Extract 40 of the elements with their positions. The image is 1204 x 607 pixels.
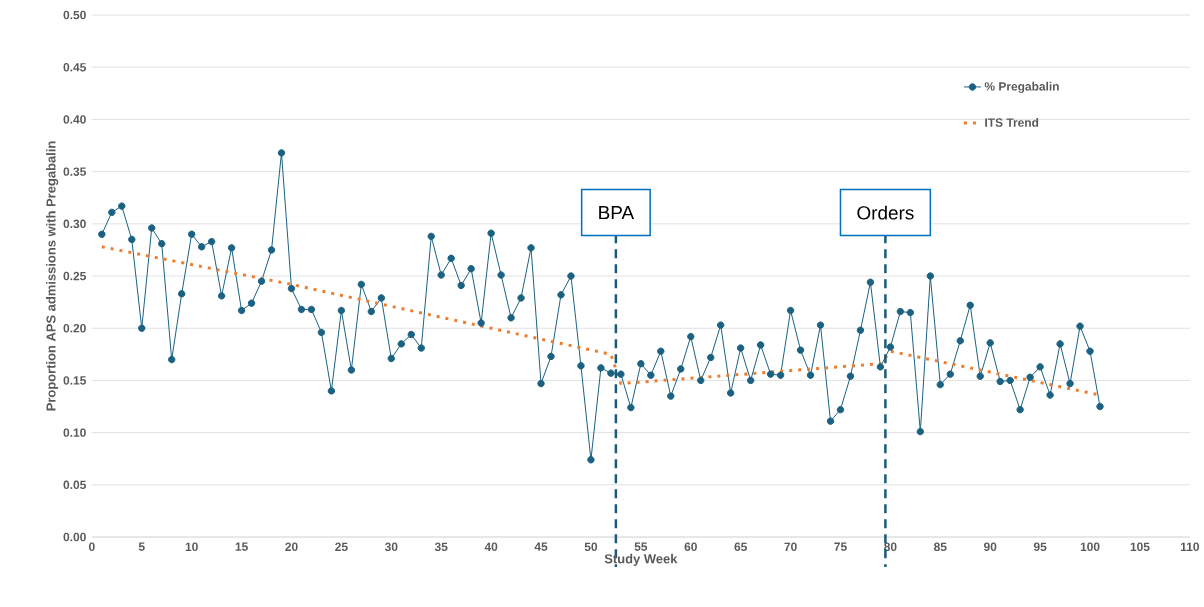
- x-tick-label: 25: [335, 542, 348, 552]
- x-tick-label: 65: [734, 542, 747, 552]
- y-tick-label: 0.00: [63, 532, 86, 542]
- x-tick-label: 45: [534, 542, 548, 551]
- y-tick-label: 0.45: [63, 63, 86, 72]
- x-tick-label: 20: [285, 542, 298, 552]
- x-tick-label: 15: [235, 542, 248, 551]
- x-axis-title: Study Week: [604, 553, 678, 566]
- y-tick-label: 0.35: [63, 167, 86, 176]
- x-tick-label: 60: [684, 542, 697, 552]
- y-axis-title: Proportion APS admissions with Pregabalin: [46, 141, 59, 411]
- legend-label: ITS Trend: [985, 118, 1039, 127]
- x-tick-label: 40: [484, 542, 498, 552]
- y-tick-label: 0.10: [63, 428, 86, 437]
- ref-line-label: BPA: [599, 206, 635, 220]
- y-tick-label: 0.15: [63, 376, 86, 385]
- x-tick-label: 110: [1180, 542, 1199, 552]
- x-tick-label: 5: [138, 542, 145, 551]
- x-tick-label: 0: [88, 542, 95, 552]
- x-tick-label: 90: [983, 542, 997, 552]
- x-tick-label: 85: [934, 542, 947, 552]
- y-tick-label: 0.20: [63, 324, 86, 333]
- y-tick-label: 0.30: [63, 219, 86, 229]
- x-tick-label: 55: [634, 542, 648, 551]
- x-tick-label: 80: [884, 542, 897, 552]
- x-tick-label: 75: [834, 542, 847, 551]
- x-tick-label: 50: [584, 542, 598, 552]
- legend-label: % Pregabalin: [984, 81, 1059, 94]
- y-tick-label: 0.50: [63, 10, 86, 20]
- x-tick-label: 70: [784, 542, 797, 552]
- y-tick-label: 0.40: [63, 115, 86, 124]
- x-tick-label: 100: [1080, 542, 1100, 552]
- x-tick-label: 30: [384, 542, 398, 552]
- y-tick-label: 0.25: [63, 271, 86, 281]
- y-tick-label: 0.05: [63, 480, 86, 490]
- x-tick-label: 35: [434, 542, 448, 552]
- x-tick-label: 105: [1130, 542, 1150, 552]
- ref-line-label: Orders: [857, 205, 914, 220]
- x-tick-label: 10: [185, 542, 198, 552]
- x-tick-label: 95: [1033, 542, 1047, 552]
